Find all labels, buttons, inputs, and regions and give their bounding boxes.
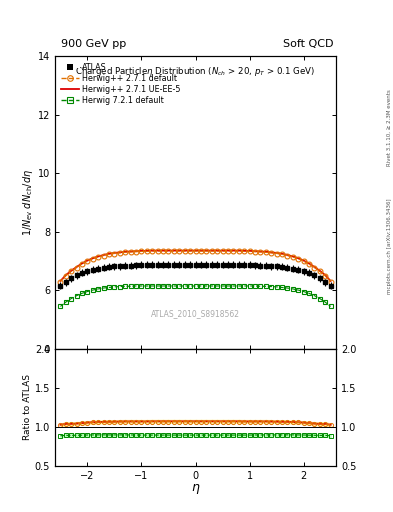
Text: Rivet 3.1.10, ≥ 2.3M events: Rivet 3.1.10, ≥ 2.3M events (387, 90, 392, 166)
Y-axis label: Ratio to ATLAS: Ratio to ATLAS (23, 374, 32, 440)
Legend: ATLAS, Herwig++ 2.7.1 default, Herwig++ 2.7.1 UE-EE-5, Herwig 7.2.1 default: ATLAS, Herwig++ 2.7.1 default, Herwig++ … (59, 60, 183, 107)
Y-axis label: $1/N_{\rm ev}\;dN_{\rm ch}/d\eta$: $1/N_{\rm ev}\;dN_{\rm ch}/d\eta$ (21, 169, 35, 236)
X-axis label: $\eta$: $\eta$ (191, 482, 200, 496)
Text: Charged Particle$\eta$ Distribution ($N_{ch}$ > 20, $p_T$ > 0.1 GeV): Charged Particle$\eta$ Distribution ($N_… (75, 65, 316, 78)
Text: Soft QCD: Soft QCD (283, 38, 333, 49)
Text: 900 GeV pp: 900 GeV pp (61, 38, 126, 49)
Text: mcplots.cern.ch [arXiv:1306.3436]: mcplots.cern.ch [arXiv:1306.3436] (387, 198, 392, 293)
Text: ATLAS_2010_S8918562: ATLAS_2010_S8918562 (151, 309, 240, 318)
